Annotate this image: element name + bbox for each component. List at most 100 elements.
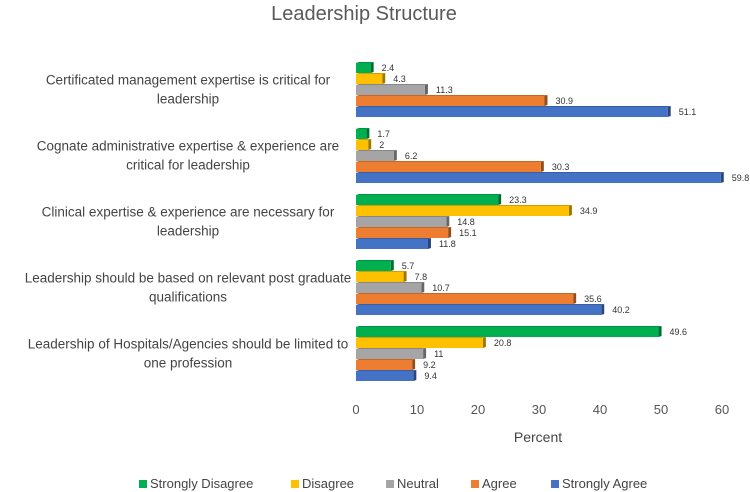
category-label: critical for leadership	[126, 158, 250, 173]
legend-label: Agree	[482, 476, 517, 491]
data-label: 11.8	[439, 239, 456, 249]
data-label: 23.3	[509, 195, 527, 205]
bar-strongly-agree	[356, 238, 431, 249]
bar	[356, 360, 413, 370]
bar-side	[412, 359, 416, 370]
bar-disagree	[356, 271, 407, 282]
bar-top	[356, 359, 416, 360]
bars-group: 2.44.3 11.3 30.9 51.1 1.72 6.2 30.3 59.8 23.3 34.…	[356, 62, 749, 381]
category-label: qualifications	[149, 290, 227, 305]
bar-disagree	[356, 73, 386, 84]
bar-strongly-disagree	[356, 326, 662, 337]
bar-top	[356, 128, 370, 129]
bar-neutral	[356, 84, 428, 95]
legend-label: Strongly Disagree	[150, 476, 253, 491]
data-label: 2	[379, 140, 384, 150]
bar-top	[356, 337, 486, 338]
x-tick-label: 0	[352, 402, 359, 417]
x-tick-label: 30	[532, 402, 546, 417]
legend-label: Neutral	[397, 476, 439, 491]
legend-swatch	[386, 480, 394, 488]
bar-neutral	[356, 348, 427, 359]
bar-side	[393, 150, 397, 161]
bar-side	[413, 370, 417, 381]
data-label: 11	[434, 349, 443, 359]
bar	[356, 261, 391, 271]
legend-item: Disagree	[291, 476, 354, 491]
bar-top	[356, 161, 544, 162]
bar	[356, 272, 404, 282]
bar-top	[356, 106, 671, 107]
bar	[356, 228, 449, 238]
legend: Strongly Disagree Disagree Neutral Agree Str…	[139, 476, 647, 491]
bar-side	[667, 106, 671, 117]
bar-strongly-disagree	[356, 128, 370, 139]
x-tick-label: 50	[654, 402, 668, 417]
legend-swatch	[139, 480, 147, 488]
bar-side	[448, 227, 452, 238]
bar-top	[356, 304, 605, 305]
bar	[356, 239, 428, 249]
bar-disagree	[356, 337, 486, 348]
bar-agree	[356, 359, 416, 370]
data-label: 9.4	[424, 371, 437, 381]
bar-top	[356, 326, 662, 327]
bar-neutral	[356, 282, 425, 293]
bar-agree	[356, 227, 452, 238]
bar-side	[382, 73, 386, 84]
bar-strongly-agree	[356, 106, 671, 117]
bar-side	[482, 337, 486, 348]
bar-side	[423, 348, 427, 359]
bar	[356, 162, 541, 172]
bar-side	[446, 216, 450, 227]
data-label: 9.2	[423, 360, 436, 370]
bar	[356, 371, 414, 381]
bar-top	[356, 95, 548, 96]
legend-swatch	[291, 480, 299, 488]
data-label: 34.9	[580, 206, 598, 216]
data-label: 2.4	[382, 63, 395, 73]
bar-side	[658, 326, 662, 337]
data-label: 30.3	[552, 162, 570, 172]
bar-side	[498, 194, 502, 205]
category-labels: Certificated management expertise is cri…	[25, 73, 352, 371]
bar-strongly-agree	[356, 304, 605, 315]
x-tick-label: 20	[471, 402, 485, 417]
bar-side	[421, 282, 425, 293]
category-label: one profession	[144, 356, 233, 371]
x-tick-label: 40	[593, 402, 607, 417]
bar-top	[356, 238, 431, 239]
bar-side	[573, 293, 577, 304]
bar-side	[544, 95, 548, 106]
data-label: 59.8	[732, 173, 750, 183]
bar-top	[356, 62, 374, 63]
bar-agree	[356, 293, 577, 304]
x-tick-label: 10	[410, 402, 424, 417]
bar-side	[424, 84, 428, 95]
data-label: 10.7	[432, 283, 450, 293]
data-label: 40.2	[612, 305, 630, 315]
legend-swatch	[471, 480, 479, 488]
bar	[356, 283, 422, 293]
bar-strongly-disagree	[356, 62, 374, 73]
bar-top	[356, 205, 572, 206]
bar-side	[720, 172, 724, 183]
bar-top	[356, 293, 577, 294]
legend-item: Strongly Disagree	[139, 476, 253, 491]
bar	[356, 338, 483, 348]
category-label: Cognate administrative expertise & exper…	[37, 139, 339, 154]
bar-top	[356, 216, 450, 217]
bar-side	[370, 62, 374, 73]
category-label: Leadership should be based on relevant p…	[25, 271, 352, 286]
bar	[356, 85, 425, 95]
bar-disagree	[356, 139, 372, 150]
bar-top	[356, 150, 397, 151]
bar-side	[403, 271, 407, 282]
data-label: 35.6	[584, 294, 602, 304]
chart-title: Leadership Structure	[271, 3, 457, 25]
bar	[356, 129, 367, 139]
bar-top	[356, 194, 502, 195]
data-label: 30.9	[555, 96, 573, 106]
x-tick-label: 60	[715, 402, 729, 417]
